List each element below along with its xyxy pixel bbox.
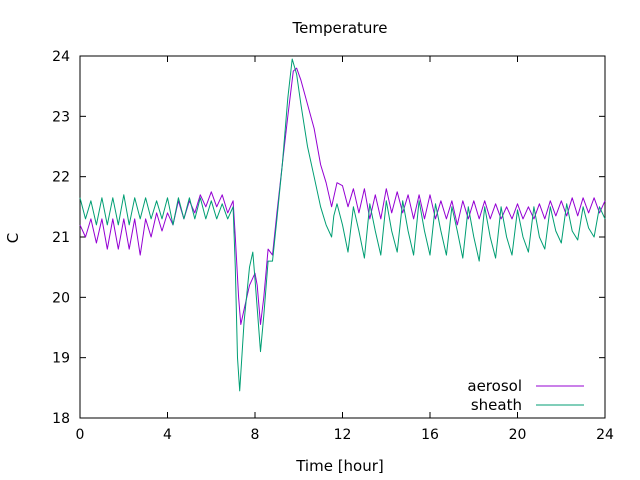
x-axis-title: Time [hour]	[295, 457, 384, 475]
y-axis-title: C	[4, 233, 22, 243]
plot-frame	[79, 55, 606, 419]
x-tick-label: 16	[421, 427, 439, 443]
series-lines	[79, 58, 606, 392]
legend-label-sheath: sheath	[471, 396, 522, 414]
legend-label-aerosol: aerosol	[467, 377, 522, 395]
y-tick-label: 21	[52, 230, 70, 246]
y-tick-label: 18	[52, 411, 70, 427]
series-line-sheath	[79, 58, 606, 392]
x-tick-label: 12	[334, 427, 352, 443]
y-tick-label: 23	[52, 109, 70, 125]
y-tick-label: 19	[52, 351, 70, 367]
x-tick-label: 24	[596, 427, 614, 443]
x-axis-ticks: 0 4 8 12 16 20 24	[76, 56, 614, 443]
plot-border	[79, 55, 606, 419]
series-line-aerosol	[79, 67, 606, 325]
y-tick-label: 22	[52, 170, 70, 186]
x-tick-label: 4	[163, 427, 172, 443]
x-tick-label: 20	[509, 427, 527, 443]
y-tick-label: 20	[52, 290, 70, 306]
y-axis-ticks: 18 19 20 21 22 23 24	[52, 49, 605, 427]
chart-title: Temperature	[291, 19, 387, 37]
x-tick-label: 0	[76, 427, 85, 443]
y-tick-label: 24	[52, 49, 70, 65]
x-tick-label: 8	[251, 427, 260, 443]
